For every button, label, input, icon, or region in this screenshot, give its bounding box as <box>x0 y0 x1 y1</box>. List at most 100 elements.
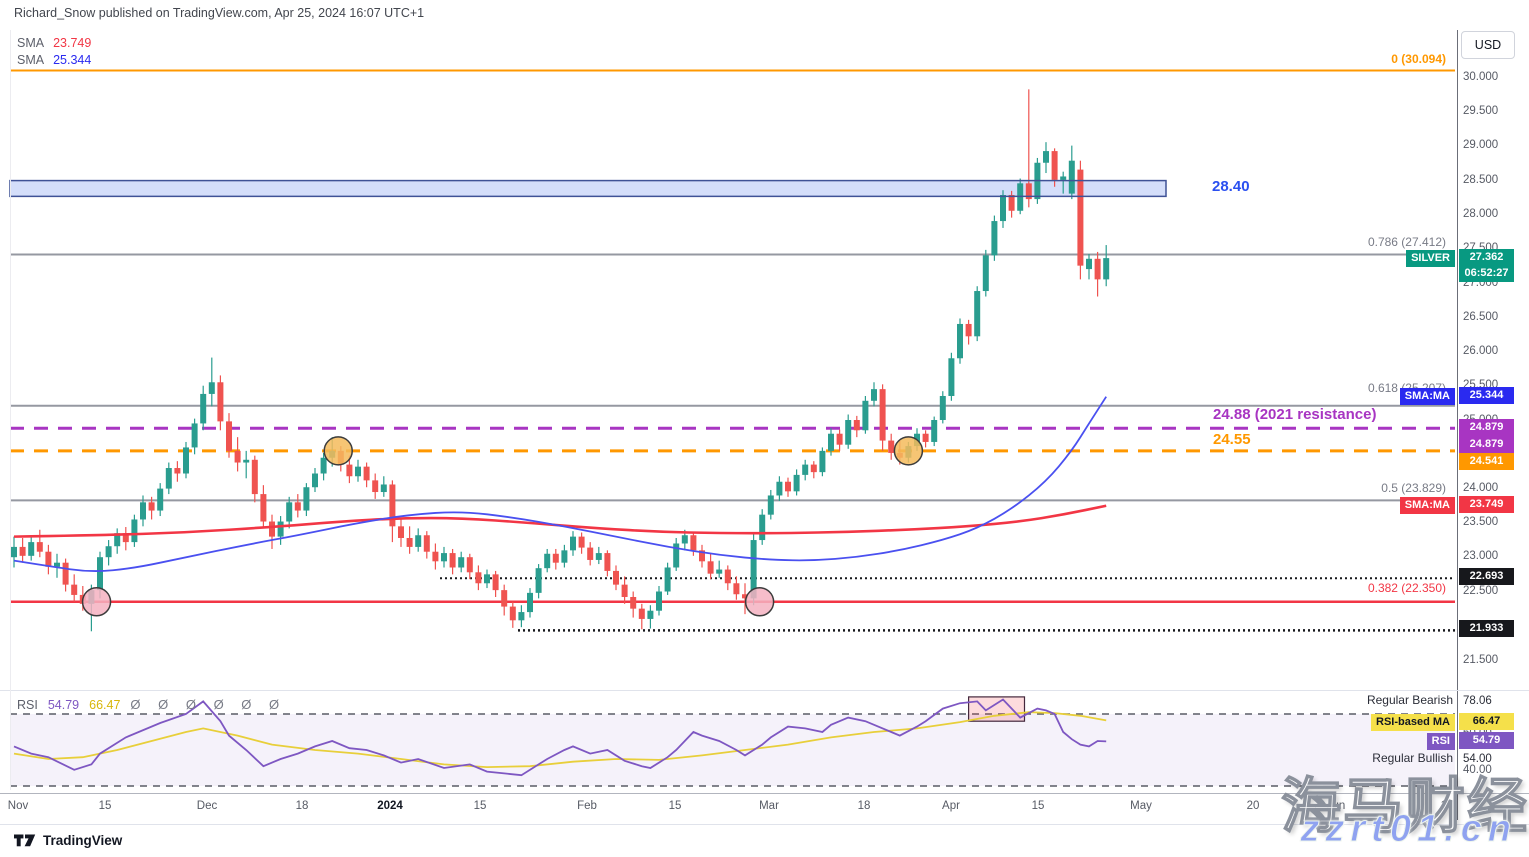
fib-level-label: 0.5 (23.829) <box>1381 481 1446 495</box>
price-axis-label: 26.000 <box>1463 345 1499 357</box>
rsi-axis-label: 40.00 <box>1463 764 1492 776</box>
candle-body <box>398 526 404 538</box>
candle-body <box>191 423 198 448</box>
supply-zone <box>10 180 1166 197</box>
sma-fast-tag-badge: SMA:MA <box>1399 497 1455 514</box>
candle-body <box>561 550 568 563</box>
currency-button[interactable]: USD <box>1461 31 1515 59</box>
candle-body <box>853 420 860 431</box>
candle-body <box>845 420 852 445</box>
candle-body <box>363 466 370 481</box>
time-axis-label: 15 <box>1031 800 1045 812</box>
fib-level-label: 0.786 (27.412) <box>1367 235 1446 249</box>
candle-body <box>587 547 594 560</box>
candle-body <box>638 608 645 619</box>
candle-body <box>260 494 267 522</box>
candle-body <box>251 459 258 495</box>
candle-body <box>879 389 886 441</box>
candle-body <box>183 447 189 474</box>
rsi-null-values: Ø Ø Ø Ø Ø Ø <box>130 697 287 712</box>
regular-bullish-value: 54.00 <box>1463 753 1492 765</box>
indicator-legend[interactable]: SMA 23.749 SMA 25.344 <box>17 34 91 68</box>
candle-body <box>277 521 284 537</box>
candle-body <box>802 464 809 475</box>
candle-body <box>527 592 533 613</box>
candle-body <box>11 546 17 558</box>
candle-body <box>484 574 490 584</box>
time-axis-label: 15 <box>473 800 487 812</box>
candle-body <box>828 433 834 451</box>
tradingview-brand[interactable]: TradingView <box>14 830 122 850</box>
regular-bullish-label: Regular Bullish <box>1372 751 1453 765</box>
footer-border <box>0 824 1529 825</box>
candle-body <box>810 464 817 473</box>
candle-body <box>19 546 26 556</box>
candle-body <box>939 395 946 420</box>
price-axis-label: 28.000 <box>1463 208 1499 220</box>
candle-body <box>346 464 353 477</box>
candle-body <box>243 459 250 463</box>
candle-body <box>604 553 611 571</box>
price-axis-label: 30.000 <box>1463 71 1499 83</box>
tradingview-brand-text: TradingView <box>43 832 123 848</box>
candle-body <box>380 484 387 493</box>
orange-level-badge: 24.541 <box>1459 453 1514 470</box>
sma-slow-label: SMA <box>17 52 45 67</box>
time-axis-label: Apr <box>942 800 960 812</box>
pane-separator[interactable] <box>0 690 1529 691</box>
candle-body <box>54 562 60 567</box>
candle-body <box>957 323 963 359</box>
price-axis-label: 26.500 <box>1463 311 1499 323</box>
candle-body <box>423 535 430 552</box>
price-axis-label: 21.500 <box>1463 654 1499 666</box>
candle-body <box>793 474 800 492</box>
candle-body <box>1094 258 1101 280</box>
candle-body <box>28 542 35 556</box>
pink-touch-marker <box>744 587 775 617</box>
fib-level-label: 0 (30.094) <box>1391 52 1446 66</box>
purple-level-badge-2: 24.879 <box>1459 436 1514 453</box>
rsi-legend[interactable]: RSI 54.79 66.47 Ø Ø Ø Ø Ø Ø <box>17 697 286 712</box>
orange-touch-marker <box>893 436 924 466</box>
candle-body <box>707 561 714 574</box>
candle-body <box>234 450 241 463</box>
candle-body <box>630 596 637 609</box>
candle-body <box>122 533 129 543</box>
candle-body <box>991 221 998 256</box>
sma-slow-legend-row[interactable]: SMA 25.344 <box>17 51 91 68</box>
sma-fast-legend-row[interactable]: SMA 23.749 <box>17 34 91 51</box>
support-annotation: 24.55 <box>1213 431 1251 448</box>
candle-body <box>982 255 989 292</box>
candle-body <box>819 450 826 473</box>
candle-body <box>415 535 422 547</box>
bar-countdown: 06:52:27 <box>1464 267 1509 279</box>
candle-body <box>71 584 78 595</box>
candle-body <box>931 420 938 442</box>
candle-body <box>269 521 275 537</box>
candle-body <box>105 546 112 558</box>
watermark-url: zzrt01.cn <box>1300 808 1517 851</box>
price-axis-label: 23.000 <box>1463 550 1499 562</box>
candle-body <box>148 502 155 511</box>
candle-body <box>518 612 525 621</box>
pink-touch-marker <box>81 587 112 617</box>
candle-body <box>208 382 215 394</box>
time-axis-label: 2024 <box>377 800 403 812</box>
candle-body <box>217 382 224 422</box>
time-axis-label: May <box>1130 800 1152 812</box>
candle-body <box>1086 258 1092 270</box>
watermark-chinese: 海马财经 <box>1280 772 1529 841</box>
candle-body <box>492 574 499 591</box>
candle-body <box>226 421 232 451</box>
candle-body <box>501 590 508 607</box>
candle-body <box>965 323 972 337</box>
time-axis-label: 20 <box>1246 800 1260 812</box>
rsi-ma-legend-value: 66.47 <box>89 697 121 712</box>
rsi-legend-label: RSI <box>17 697 38 712</box>
candle-body <box>131 519 138 543</box>
candle-body <box>441 553 447 562</box>
regular-bearish-value: 78.06 <box>1463 695 1492 707</box>
candle-body <box>320 457 327 474</box>
